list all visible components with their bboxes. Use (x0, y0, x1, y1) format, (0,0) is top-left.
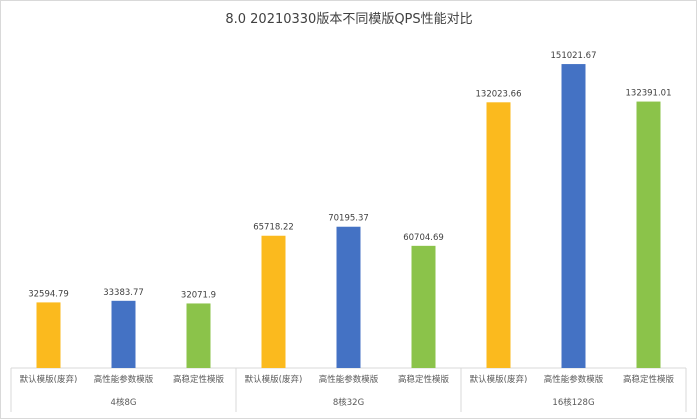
data-label: 32594.79 (28, 289, 69, 299)
data-label: 32071.9 (181, 290, 216, 300)
x-group-label: 8核32G (333, 397, 364, 408)
data-label: 151021.67 (551, 51, 597, 61)
bar (336, 226, 361, 368)
x-tick-label: 默认模版(废弃) (245, 374, 303, 385)
data-label: 132023.66 (476, 89, 522, 99)
x-tick-label: 默认模版(废弃) (470, 374, 528, 385)
x-tick-label: 高稳定性模版 (173, 374, 225, 385)
bar (411, 245, 436, 368)
data-label: 70195.37 (328, 214, 369, 224)
x-tick-label: 高性能参数模版 (544, 374, 604, 385)
x-tick-label: 高稳定性模版 (623, 374, 675, 385)
bar (486, 102, 511, 369)
plot-area: 32594.79 默认模版(废弃) 33383.77 高性能参数模版 32071.9 高稳… (10, 51, 687, 412)
chart-title: 8.0 20210330版本不同模版QPS性能对比 (225, 12, 472, 27)
x-group-label: 16核128G (552, 397, 594, 408)
bar (636, 101, 661, 368)
bar (36, 302, 61, 368)
data-label: 33383.77 (103, 288, 144, 298)
data-label: 132391.01 (626, 89, 672, 99)
x-tick-label: 高性能参数模版 (319, 374, 379, 385)
x-tick-label: 高性能参数模版 (94, 374, 154, 385)
bar (186, 303, 211, 368)
x-tick-label: 默认模版(废弃) (20, 374, 78, 385)
data-label: 60704.69 (403, 233, 444, 243)
data-label: 65718.22 (253, 223, 294, 233)
x-group-label: 4核8G (111, 397, 137, 408)
bar (111, 300, 136, 368)
bar (561, 64, 586, 368)
bar (261, 235, 286, 368)
x-tick-label: 高稳定性模版 (398, 374, 450, 385)
